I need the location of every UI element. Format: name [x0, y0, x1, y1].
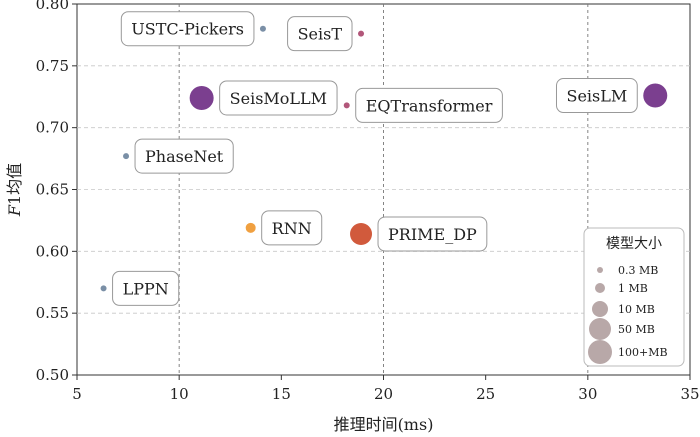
- point-label-box: SeisMoLLM: [219, 80, 338, 116]
- legend-marker: [592, 301, 608, 317]
- data-point: [643, 83, 668, 108]
- point-label-frame: [261, 210, 323, 246]
- y-tick-label: 0.75: [36, 57, 69, 75]
- legend-entry: 50 MB: [618, 323, 655, 336]
- point-label-box: SeisLM: [555, 78, 638, 114]
- data-point: [350, 223, 373, 246]
- y-tick-label: 0.55: [36, 304, 69, 322]
- point-label-frame: [555, 78, 638, 114]
- legend-marker: [597, 267, 603, 273]
- point-label-frame: [377, 216, 488, 252]
- point-label: LPPN: [123, 279, 169, 298]
- y-tick-label: 0.50: [36, 366, 69, 384]
- y-tick-label: 0.65: [36, 181, 69, 199]
- point-label-frame: [219, 80, 338, 116]
- y-tick-label: 0.80: [36, 0, 69, 13]
- point-label: PRIME_DP: [388, 225, 477, 244]
- point-label-box: PhaseNet: [134, 138, 234, 174]
- legend-marker: [588, 340, 612, 364]
- legend-entry: 0.3 MB: [618, 264, 658, 277]
- axis-ticks: 0.50 0.55 0.60 0.65 0.70 0.75 0.80 5 10 15 20 25 30 3…: [36, 0, 700, 403]
- y-tick-label: 0.70: [36, 119, 69, 137]
- data-point: [358, 30, 365, 37]
- y-axis-label-italic: F: [5, 204, 24, 217]
- point-label-frame: [355, 87, 503, 123]
- point-label-frame: [120, 11, 255, 47]
- data-point: [100, 285, 107, 292]
- y-axis-label: F1均值: [5, 163, 24, 217]
- data-point: [189, 85, 214, 110]
- x-tick-label: 30: [578, 385, 597, 403]
- point-label: SeisMoLLM: [230, 89, 327, 108]
- point-label-box: RNN: [261, 210, 323, 246]
- legend-marker: [595, 283, 605, 293]
- point-label-frame: [112, 270, 180, 306]
- point-label: SeisLM: [566, 87, 627, 106]
- point-label: PhaseNet: [145, 147, 224, 166]
- x-tick-label: 5: [72, 385, 82, 403]
- point-label-box: USTC-Pickers: [120, 11, 255, 47]
- point-label-box: EQTransformer: [355, 87, 503, 123]
- y-tick-label: 0.60: [36, 242, 69, 260]
- x-tick-label: 10: [170, 385, 189, 403]
- x-axis-label: 推理时间(ms): [334, 415, 434, 434]
- data-point: [245, 222, 256, 233]
- point-label: RNN: [272, 219, 312, 238]
- point-label: EQTransformer: [366, 96, 493, 115]
- point-labels: USTC-Pickers SeisT SeisLM SeisMoLLM EQTransf…: [112, 11, 638, 306]
- x-tick-label: 15: [272, 385, 291, 403]
- grid: [77, 4, 690, 375]
- legend: 模型大小 0.3 MB 1 MB 10 MB 50 MB 100+MB: [583, 227, 685, 367]
- x-tick-label: 35: [680, 385, 699, 403]
- y-axis-label-rest: 1均值: [5, 163, 24, 205]
- data-point: [259, 25, 266, 32]
- legend-title: 模型大小: [606, 236, 662, 252]
- data-point: [123, 153, 130, 160]
- legend-entry: 10 MB: [618, 303, 655, 316]
- data-points: [100, 25, 668, 292]
- point-label-box: LPPN: [112, 270, 180, 306]
- data-point: [343, 102, 350, 109]
- point-label: USTC-Pickers: [131, 20, 244, 39]
- point-label-frame: [134, 138, 234, 174]
- legend-marker: [589, 318, 611, 340]
- legend-entry: 100+MB: [618, 346, 668, 359]
- x-tick-label: 20: [374, 385, 393, 403]
- point-label-frame: [287, 16, 353, 52]
- point-label-box: SeisT: [287, 16, 353, 52]
- point-label-box: PRIME_DP: [377, 216, 488, 252]
- x-tick-label: 25: [476, 385, 495, 403]
- legend-entry: 1 MB: [618, 282, 648, 295]
- point-label: SeisT: [298, 25, 343, 44]
